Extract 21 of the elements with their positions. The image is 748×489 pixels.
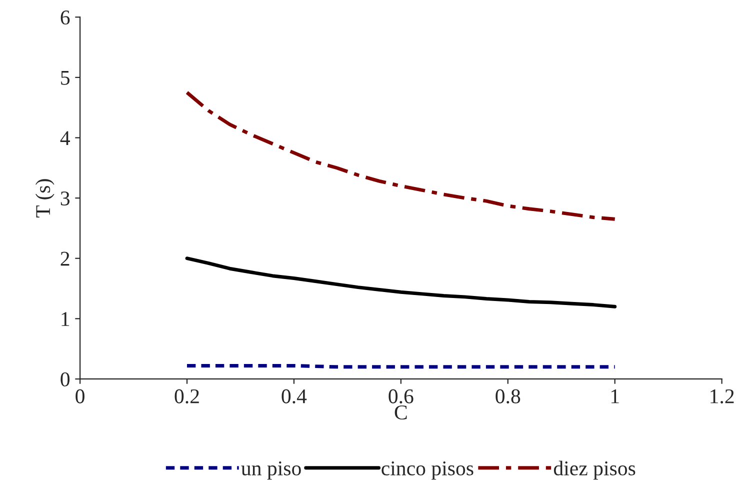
x-tick-label: 0.4 [282,389,307,404]
x-tick-label: 0.8 [496,389,520,404]
x-tick-label: 0.2 [174,389,199,404]
y-tick-label: 4 [60,131,70,145]
legend-label: un piso [241,461,301,480]
x-axis-title: C [394,405,407,420]
legend-label: cinco pisos [382,461,474,480]
y-tick-label: 2 [60,252,70,266]
line-series [185,90,617,221]
x-tick-label: 1 [611,389,619,404]
x-tick-label: 0.6 [388,389,414,404]
y-tick-label: 6 [60,10,70,25]
x-tick-label: 0 [76,389,84,404]
y-tick-label: 5 [61,71,70,85]
legend-label: diez pisos [554,460,636,480]
y-axis-title: T (s) [35,179,54,218]
y-tick-label: 0 [60,372,70,386]
x-tick-label: 1.2 [710,389,734,404]
y-tick-label: 3 [60,191,70,206]
y-tick-label: 1 [62,312,70,326]
line-series [185,256,617,308]
